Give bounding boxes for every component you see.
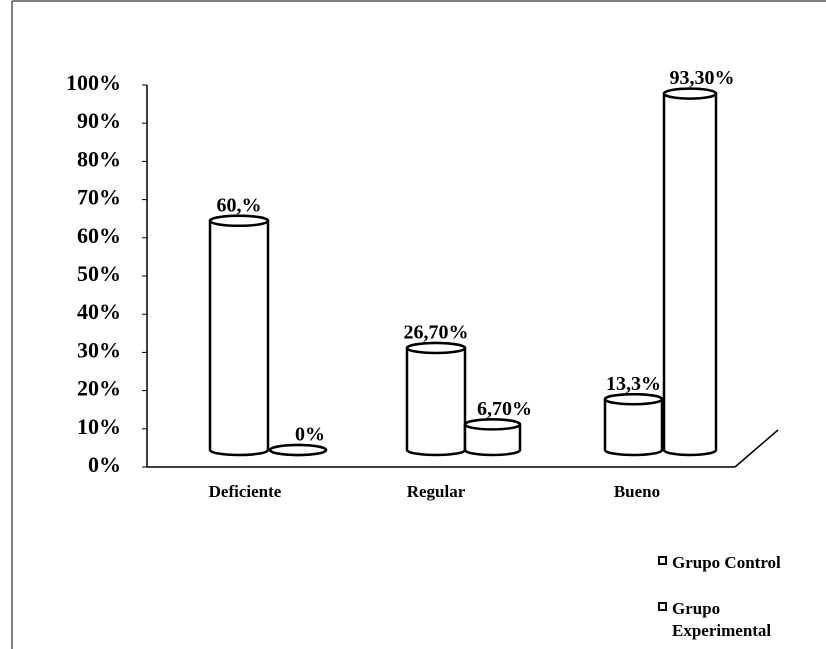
- data-label: 6,70%: [477, 398, 532, 420]
- y-tick-label: 50%: [77, 261, 121, 286]
- y-tick-label: 30%: [77, 337, 121, 362]
- data-label: 26,70%: [404, 322, 469, 344]
- legend-label: Grupo Control: [672, 553, 781, 572]
- legend-label: Grupo Experimental: [672, 599, 772, 640]
- bar-top: [268, 443, 328, 457]
- data-label: 13,3%: [606, 373, 661, 395]
- y-tick-label: 70%: [77, 185, 121, 210]
- bar: [662, 87, 718, 457]
- data-label: 60,%: [217, 194, 262, 216]
- bar: [208, 214, 270, 457]
- bar-top: [405, 341, 467, 355]
- y-tick-label: 40%: [77, 299, 121, 324]
- floor-edge: [734, 429, 779, 468]
- y-tick-label: 10%: [77, 414, 121, 439]
- bar: [405, 341, 467, 457]
- y-tick-label: 80%: [77, 146, 121, 171]
- y-tick-label: 100%: [66, 70, 121, 95]
- bar-top: [662, 87, 718, 100]
- bar-top: [463, 418, 522, 431]
- y-tick-label: 0%: [88, 452, 121, 477]
- x-tick-label: Regular: [407, 482, 466, 501]
- bar-top: [208, 214, 270, 228]
- legend-swatch: [658, 602, 667, 611]
- legend-swatch: [658, 556, 667, 565]
- y-tick-label: 20%: [77, 376, 121, 401]
- legend-item: Grupo Control: [658, 552, 812, 574]
- y-tick-label: 60%: [77, 223, 121, 248]
- x-tick-label: Bueno: [614, 482, 660, 501]
- bar-top: [603, 392, 664, 406]
- data-label: 0%: [295, 424, 325, 446]
- x-tick-label: Deficiente: [209, 482, 282, 501]
- data-label: 93,30%: [670, 67, 735, 89]
- legend-item: Grupo Experimental: [658, 598, 792, 642]
- y-tick-label: 90%: [77, 108, 121, 133]
